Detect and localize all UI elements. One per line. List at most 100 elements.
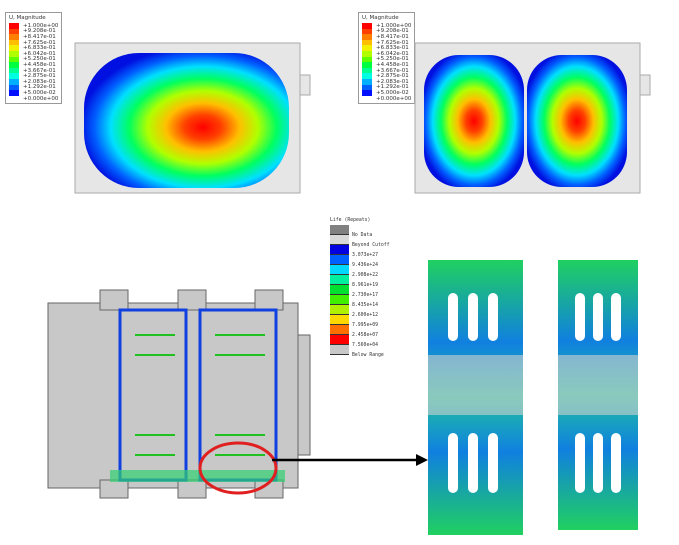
legend-row: +2.083e-01 — [362, 79, 411, 85]
life-legend-swatch — [330, 285, 349, 295]
legend-value: +5.250e-01 — [23, 56, 56, 63]
legend-row: +4.458e-01 — [9, 62, 58, 68]
legend-value: +6.042e-01 — [376, 50, 409, 57]
life-legend-label: 2.908e+22 — [352, 273, 378, 278]
legend-swatch — [9, 67, 19, 74]
legend-swatch — [362, 45, 372, 51]
legend-swatch — [362, 90, 372, 96]
legend-swatch — [362, 67, 372, 74]
life-legend-row: Beyond Cutoff — [330, 235, 390, 248]
life-legend-row: 7.560e+04 — [330, 335, 390, 348]
legend-row: +8.417e-01 — [9, 34, 58, 40]
legend-value: +2.083e-01 — [376, 78, 409, 85]
legend-row: +3.667e-01 — [362, 68, 411, 74]
life-legend-swatch — [330, 295, 349, 305]
life-legend-swatch — [330, 255, 349, 265]
life-legend-row: 2.458e+07 — [330, 325, 390, 338]
legend-row: +6.833e-01 — [362, 45, 411, 51]
legend-swatch — [362, 84, 372, 91]
legend-value: +7.625e-01 — [23, 39, 56, 46]
legend-row: +9.208e-01 — [362, 28, 411, 35]
legend-swatch — [9, 39, 19, 46]
legend-row: +2.083e-01 — [9, 79, 58, 85]
legend-rows: +1.000e+00 +9.208e-01 +8.417e-01 +7.625e-01… — [362, 23, 411, 102]
legend-row: +6.833e-01 — [9, 45, 58, 51]
legend-swatch — [9, 45, 19, 51]
fatigue-detail-parts — [428, 260, 638, 535]
legend-swatch — [362, 56, 372, 63]
fatigue-model-assembly — [47, 289, 311, 499]
legend-value: +5.000e-02 — [23, 89, 56, 96]
life-legend-label: 3.073e+27 — [352, 253, 378, 258]
legend-swatch — [9, 73, 19, 79]
life-legend-label: No Data — [352, 233, 373, 238]
legend-swatch — [9, 34, 19, 40]
displacement-contour-double — [414, 42, 651, 194]
life-legend-label: 2.730e+17 — [352, 293, 378, 298]
life-legend-swatch — [330, 325, 349, 335]
legend-row: +5.000e-02 — [362, 90, 411, 96]
legend-swatch — [362, 62, 372, 68]
legend-value: +7.625e-01 — [376, 39, 409, 46]
legend-value: +6.042e-01 — [23, 50, 56, 57]
life-legend-row: 8.435e+14 — [330, 295, 390, 308]
life-legend-swatch — [330, 265, 349, 275]
legend-row: +0.000e+00 — [9, 96, 58, 102]
legend-swatch — [362, 78, 372, 85]
detail-part-left — [428, 260, 523, 535]
life-legend-label: Below Range — [352, 353, 384, 358]
legend-value: +8.417e-01 — [376, 33, 409, 40]
displacement-contour-single — [74, 42, 311, 194]
legend-value: +6.833e-01 — [23, 45, 56, 52]
legend-value: +4.458e-01 — [376, 61, 409, 68]
legend-swatch — [9, 62, 19, 68]
life-legend-title: Life (Repeats) — [330, 218, 371, 223]
life-legend-label: 2.600e+12 — [352, 313, 378, 318]
life-legend-row: 2.600e+12 — [330, 305, 390, 318]
legend-swatch — [362, 28, 372, 35]
life-legend-row: 7.995e+09 — [330, 315, 390, 328]
legend-row: +1.000e+00 — [362, 23, 411, 29]
life-legend-swatch — [330, 245, 349, 255]
legend-rows: +1.000e+00 +9.208e-01 +8.417e-01 +7.625e-01… — [9, 23, 58, 102]
legend-swatch — [362, 50, 372, 57]
legend-value: +0.000e+00 — [376, 95, 412, 102]
life-legend-row: No Data — [330, 225, 390, 238]
legend-value: +1.000e+00 — [23, 22, 59, 29]
legend-row: +5.000e-02 — [9, 90, 58, 96]
life-legend-rows: No Data Beyond Cutoff 3.073e+27 9.436e+24 2.… — [330, 225, 390, 358]
life-legend-row: 2.730e+17 — [330, 285, 390, 298]
legend-row: +1.000e+00 — [9, 23, 58, 29]
life-legend-row: 9.436e+24 — [330, 255, 390, 268]
legend-title: U, Magnitude — [362, 15, 399, 21]
legend-swatch — [362, 95, 372, 102]
legend-row: +5.250e-01 — [362, 56, 411, 63]
legend-row: +0.000e+00 — [362, 96, 411, 102]
legend-value: +8.417e-01 — [23, 33, 56, 40]
life-legend-row: 3.073e+27 — [330, 245, 390, 258]
fatigue-life-legend: Life (Repeats) No Data Beyond Cutoff 3.073… — [330, 218, 390, 358]
legend-value: +3.667e-01 — [23, 67, 56, 74]
legend-value: +2.875e-01 — [23, 73, 56, 80]
legend-swatch — [362, 23, 372, 29]
legend-swatch — [362, 73, 372, 79]
life-legend-label: 9.436e+24 — [352, 263, 378, 268]
legend-value: +9.208e-01 — [376, 28, 409, 35]
legend-row: +8.417e-01 — [362, 34, 411, 40]
legend-row: +1.292e-01 — [9, 84, 58, 90]
legend-row: +7.625e-01 — [9, 40, 58, 46]
life-legend-label: 2.458e+07 — [352, 333, 378, 338]
life-legend-label: Beyond Cutoff — [352, 243, 390, 248]
legend-row: +2.875e-01 — [362, 73, 411, 79]
life-legend-label: 7.560e+04 — [352, 343, 378, 348]
legend-row: +9.208e-01 — [9, 28, 58, 34]
life-legend-swatch — [330, 315, 349, 325]
life-legend-swatch — [330, 235, 349, 245]
magnitude-legend-right: U, Magnitude +1.000e+00 +9.208e-01 +8.417e… — [358, 12, 416, 105]
legend-value: +6.833e-01 — [376, 45, 409, 52]
legend-value: +3.667e-01 — [376, 67, 409, 74]
life-legend-row: 8.961e+19 — [330, 275, 390, 288]
legend-row: +3.667e-01 — [9, 68, 58, 74]
life-legend-label: 8.435e+14 — [352, 303, 378, 308]
legend-value: +1.292e-01 — [376, 84, 409, 91]
